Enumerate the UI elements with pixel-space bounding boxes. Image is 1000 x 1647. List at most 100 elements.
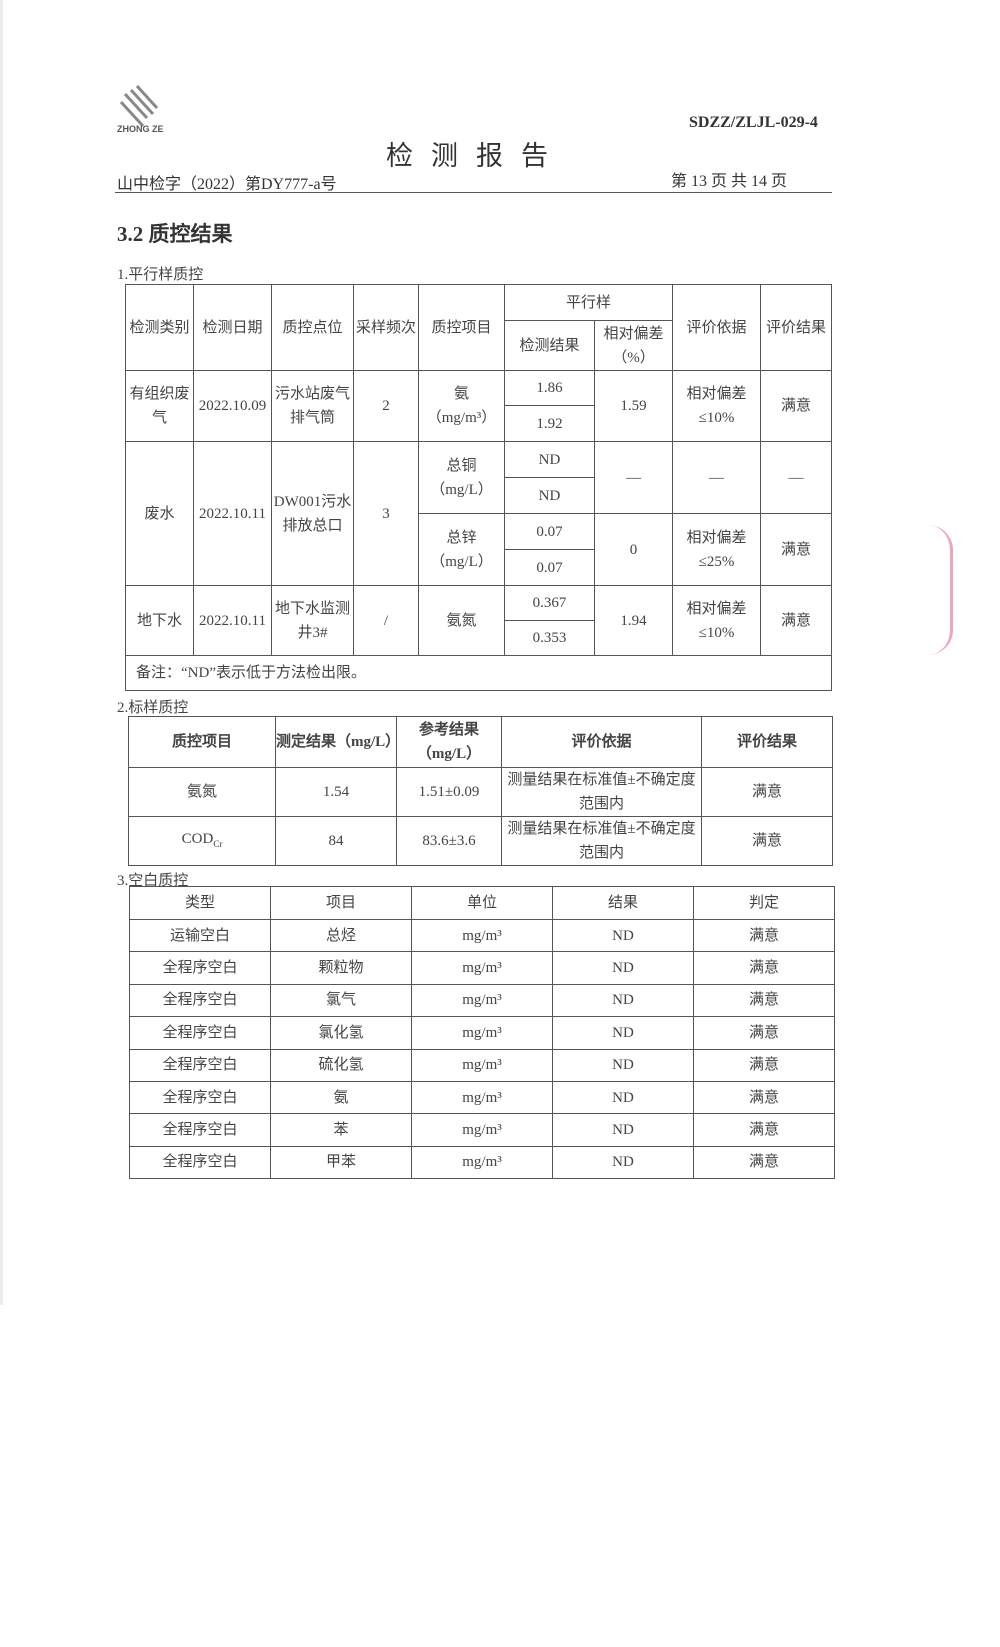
cell-item: 氨氮 [418, 585, 505, 656]
table-cell: 硫化氢 [270, 1048, 412, 1082]
table-cell: 满意 [693, 918, 835, 953]
cell-result: 0.353 [504, 620, 595, 656]
table-cell: 满意 [693, 1113, 835, 1147]
table-cell: 氨氮 [128, 767, 276, 817]
table-cell: 满意 [701, 816, 833, 866]
item-name: 总铜 [446, 457, 477, 474]
table-row: 氨氮 1.54 1.51±0.09 测量结果在标准值±不确定度范围内 满意 [128, 767, 833, 817]
parallel-caption: 1.平行样质控 [117, 267, 204, 283]
header-basis: 评价依据 [672, 284, 762, 371]
table-cell: 总烃 [270, 918, 412, 953]
cell-result: 1.92 [504, 405, 595, 442]
table-cell: mg/m³ [411, 951, 553, 985]
cod-label: COD [181, 830, 214, 847]
report-number: 山中检字（2022）第DY777-a号 [117, 176, 337, 193]
header-parallel: 平行样 [503, 284, 674, 321]
cell-eval: 满意 [760, 585, 833, 656]
table-cell: 全程序空白 [129, 1145, 271, 1180]
cell-result: ND [504, 477, 595, 514]
cell-category: 有组织废气 [125, 370, 194, 442]
item-unit: （mg/L） [430, 553, 493, 570]
cell-freq: 2 [353, 370, 419, 442]
report-title: 检测报告 [386, 141, 566, 171]
table-cell: 全程序空白 [129, 983, 271, 1018]
table-cell: 氯气 [270, 983, 412, 1018]
item-unit: （mg/L） [430, 481, 493, 498]
cell-basis: 相对偏差≤10% [672, 585, 762, 656]
table-cell: mg/m³ [411, 918, 553, 953]
item-unit: （mg/m³） [426, 410, 497, 426]
table-cell: 氨 [270, 1080, 412, 1115]
cell-eval: 满意 [760, 513, 833, 586]
table-cell: ND [552, 951, 694, 985]
table-cell: mg/m³ [411, 1145, 553, 1180]
table-cell: 全程序空白 [129, 1016, 271, 1050]
table-cell: ND [552, 1016, 694, 1050]
header-cell: 测定结果（mg/L） [275, 716, 400, 768]
table-cell: 苯 [270, 1113, 412, 1147]
cell-date: 2022.10.09 [193, 370, 272, 442]
cell-basis: 相对偏差≤25% [672, 513, 762, 586]
table-cell: 全程序空白 [129, 1113, 271, 1147]
header-cell: 质控项目 [128, 716, 276, 768]
header-cell: 评价结果 [701, 716, 833, 768]
table-cell: 满意 [693, 1048, 835, 1082]
table-cell: 测量结果在标准值±不确定度范围内 [501, 767, 702, 817]
table-row: 全程序空白 氯化氢 mg/m³ ND 满意 [129, 1016, 835, 1050]
table-row: 全程序空白 氯气 mg/m³ ND 满意 [129, 983, 835, 1018]
red-seal-stamp [928, 525, 953, 655]
report-page: ZHONG ZE SDZZ/ZLJL-029-4 检测报告 山中检字（2022）… [0, 0, 953, 1305]
table-note: 备注：“ND”表示低于方法检出限。 [124, 655, 833, 691]
header-rel-dev: 相对偏差（%） [593, 320, 674, 371]
header-point: 质控点位 [271, 284, 354, 371]
cell-point: DW001污水排放总口 [271, 441, 354, 586]
parallel-table: 检测类别 检测日期 质控点位 采样频次 质控项目 平行样 评价依据 评价结果 检… [124, 284, 833, 691]
table-cell: 满意 [693, 1080, 835, 1115]
cell-freq: / [353, 585, 419, 656]
cell-point: 地下水监测井3# [271, 585, 354, 656]
table-cell: 颗粒物 [270, 951, 412, 985]
zhongze-logo-icon [119, 84, 159, 128]
table-cell: 满意 [693, 1145, 835, 1180]
header-cell: 结果 [552, 886, 694, 920]
header-cell: 判定 [693, 886, 835, 920]
header-freq: 采样频次 [353, 284, 419, 371]
table-row: 全程序空白 颗粒物 mg/m³ ND 满意 [129, 951, 835, 985]
header-eval: 评价结果 [760, 284, 833, 371]
cell-dev: 1.59 [593, 370, 674, 442]
table-cell: 全程序空白 [129, 951, 271, 985]
table-cell: 83.6±3.6 [396, 816, 502, 866]
table-cell: 84 [275, 816, 397, 866]
header-category: 检测类别 [125, 284, 194, 371]
cell-point: 污水站废气排气筒 [271, 370, 354, 442]
cell-result: 0.367 [504, 585, 595, 621]
cell-eval: — [760, 441, 833, 514]
cell-result: 0.07 [504, 549, 595, 586]
cell-dev: 1.94 [593, 585, 674, 656]
cell-basis: 相对偏差≤10% [672, 370, 762, 442]
logo-text: ZHONG ZE [117, 124, 164, 134]
table-cell: mg/m³ [411, 1080, 553, 1115]
standard-caption: 2.标样质控 [117, 700, 189, 716]
section-title: 3.2 质控结果 [117, 222, 233, 246]
header-row: 类型 项目 单位 结果 判定 [129, 886, 835, 920]
blank-caption: 3.空白质控 [117, 873, 189, 889]
item-name: 氨 [453, 386, 469, 402]
cell-item: 总锌 （mg/L） [418, 513, 505, 586]
cell-eval: 满意 [760, 370, 833, 442]
header-cell: 类型 [129, 886, 271, 920]
cell-basis: — [672, 441, 762, 514]
table-cell: 满意 [693, 983, 835, 1018]
cell-category: 废水 [125, 441, 194, 586]
header-item: 质控项目 [418, 284, 505, 371]
cell-result: ND [504, 441, 595, 478]
table-cell: ND [552, 983, 694, 1018]
cell-dev: 0 [593, 513, 674, 586]
header-cell: 参考结果（mg/L） [396, 716, 502, 768]
header-result: 检测结果 [504, 320, 595, 371]
table-cell: ND [552, 1145, 694, 1180]
table-cell: mg/m³ [411, 1113, 553, 1147]
header-row: 质控项目 测定结果（mg/L） 参考结果（mg/L） 评价依据 评价结果 [128, 716, 833, 768]
cell-item: 氨 （mg/m³） [418, 370, 505, 442]
header-divider [115, 192, 832, 193]
